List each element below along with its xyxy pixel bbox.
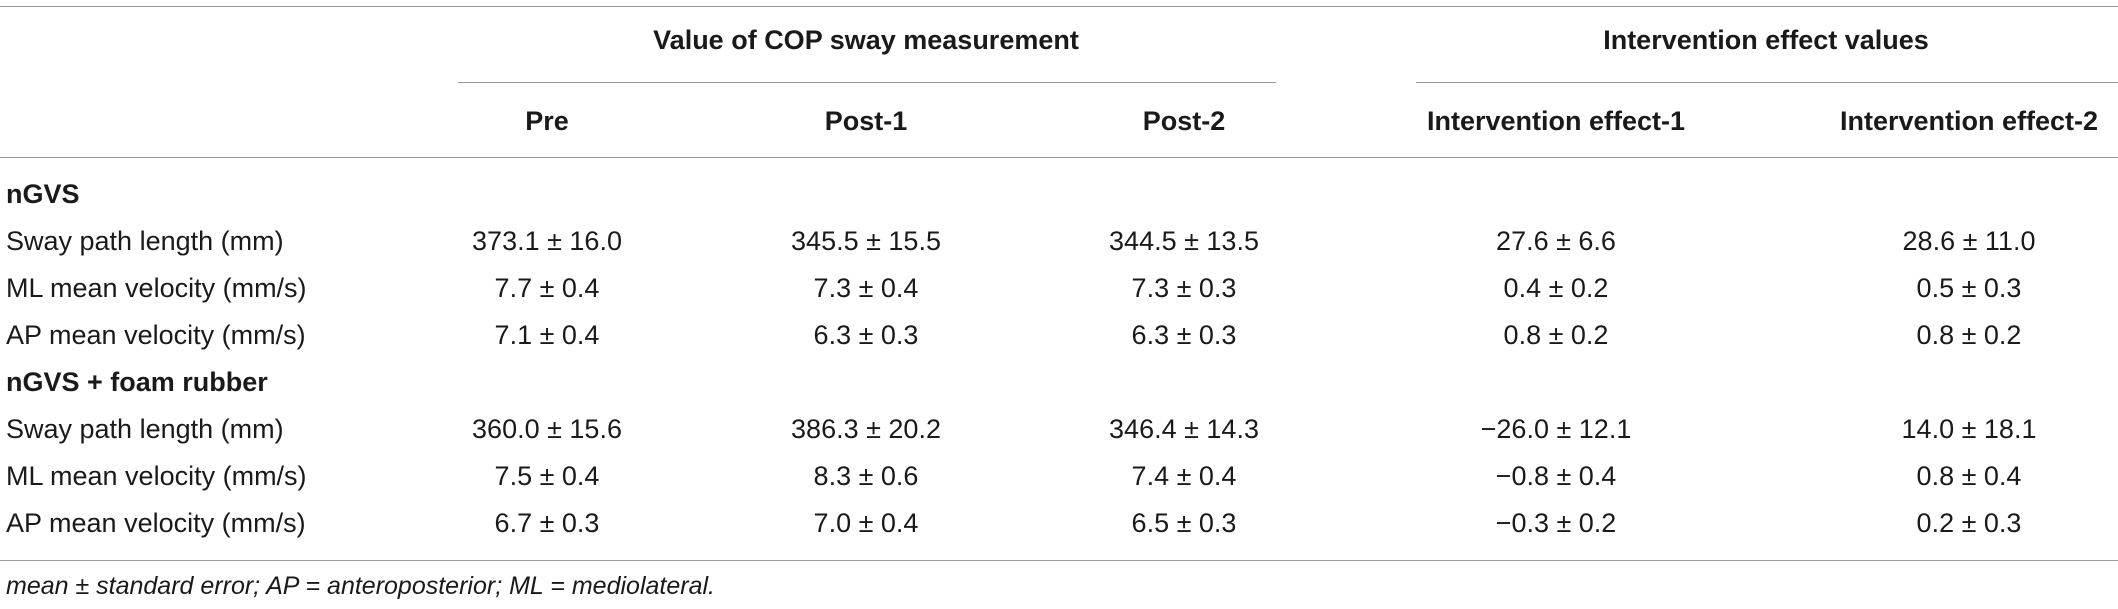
- row-label: Sway path length (mm): [6, 226, 284, 256]
- cell-post-2: 7.3 ± 0.3: [1131, 273, 1237, 303]
- cell-effect-2: 28.6 ± 11.0: [1902, 226, 2036, 256]
- cell-effect-2: 0.8 ± 0.4: [1916, 461, 2022, 491]
- cell-post-2: 7.4 ± 0.4: [1131, 461, 1237, 491]
- cell-pre: 6.7 ± 0.3: [494, 508, 600, 538]
- cell-post-1: 8.3 ± 0.6: [813, 461, 919, 491]
- cell-post-1: 7.3 ± 0.4: [813, 273, 919, 303]
- cell-effect-1: 0.8 ± 0.2: [1503, 320, 1609, 350]
- bottom-rule: [0, 560, 2118, 561]
- cell-effect-1: −0.8 ± 0.4: [1495, 461, 1617, 491]
- column-header-pre: Pre: [525, 106, 569, 136]
- column-header-effect-2: Intervention effect-2: [1839, 106, 2099, 136]
- row-label: AP mean velocity (mm/s): [6, 320, 306, 350]
- top-rule: [0, 6, 2118, 7]
- row-label: Sway path length (mm): [6, 414, 284, 444]
- row-label: ML mean velocity (mm/s): [6, 273, 307, 303]
- cell-post-1: 6.3 ± 0.3: [813, 320, 919, 350]
- cell-post-1: 7.0 ± 0.4: [813, 508, 919, 538]
- cell-effect-1: −26.0 ± 12.1: [1480, 414, 1632, 444]
- section-title-ngvs: nGVS: [6, 179, 80, 209]
- cell-pre: 7.7 ± 0.4: [494, 273, 600, 303]
- cell-effect-1: −0.3 ± 0.2: [1495, 508, 1617, 538]
- cell-pre: 7.5 ± 0.4: [494, 461, 600, 491]
- cell-pre: 360.0 ± 15.6: [472, 414, 622, 444]
- column-header-post-1: Post-1: [824, 106, 908, 136]
- cell-post-2: 6.3 ± 0.3: [1131, 320, 1237, 350]
- cell-post-2: 346.4 ± 14.3: [1109, 414, 1259, 444]
- cell-effect-2: 0.2 ± 0.3: [1916, 508, 2022, 538]
- cell-effect-2: 0.5 ± 0.3: [1916, 273, 2022, 303]
- row-label: ML mean velocity (mm/s): [6, 461, 307, 491]
- cell-effect-2: 0.8 ± 0.2: [1916, 320, 2022, 350]
- cell-post-2: 344.5 ± 13.5: [1109, 226, 1259, 256]
- column-header-effect-1: Intervention effect-1: [1426, 106, 1686, 136]
- section-title-ngvs-foam-rubber: nGVS + foam rubber: [6, 367, 268, 397]
- cell-post-1: 345.5 ± 15.5: [791, 226, 941, 256]
- cell-post-1: 386.3 ± 20.2: [791, 414, 941, 444]
- cell-effect-1: 0.4 ± 0.2: [1503, 273, 1609, 303]
- group-rule-measurement: [458, 82, 1276, 83]
- cell-effect-1: 27.6 ± 6.6: [1496, 226, 1616, 256]
- cell-pre: 7.1 ± 0.4: [494, 320, 600, 350]
- cell-pre: 373.1 ± 16.0: [472, 226, 622, 256]
- row-label: AP mean velocity (mm/s): [6, 508, 306, 538]
- table-footnote: mean ± standard error; AP = anteroposter…: [6, 572, 715, 600]
- group-header-effect: Intervention effect values: [1603, 25, 1929, 55]
- cell-effect-2: 14.0 ± 18.1: [1901, 414, 2037, 444]
- cell-post-2: 6.5 ± 0.3: [1131, 508, 1237, 538]
- group-rule-effect: [1416, 82, 2118, 83]
- column-header-post-2: Post-2: [1142, 106, 1226, 136]
- header-bottom-rule: [0, 157, 2118, 158]
- group-header-measurement: Value of COP sway measurement: [653, 25, 1079, 55]
